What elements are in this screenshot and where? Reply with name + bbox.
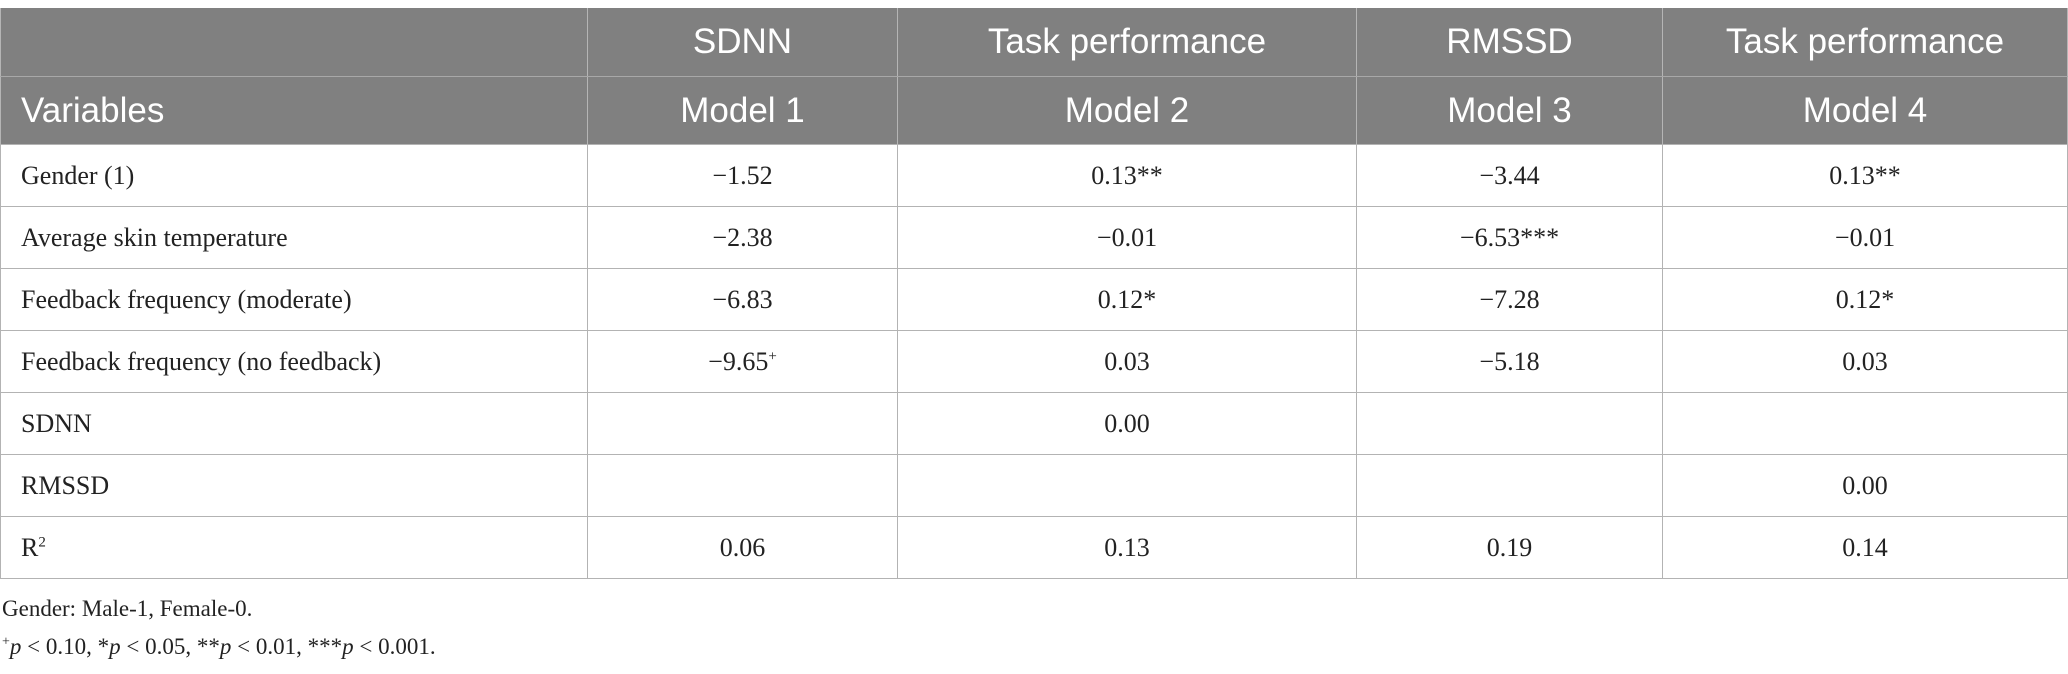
- cell-model-3: [1356, 454, 1663, 517]
- footnote-p: p: [342, 634, 354, 659]
- footnote-text: < 0.01, ***: [231, 634, 343, 659]
- cell-model-2: 0.13**: [897, 144, 1357, 207]
- header-cell-model-3: Model 3: [1356, 76, 1663, 145]
- footnote-gender: Gender: Male-1, Female-0.: [2, 596, 253, 621]
- cell-model-1: −9.65+: [587, 330, 898, 393]
- footnote-p: p: [219, 634, 232, 659]
- row-label-superscript: 2: [38, 533, 46, 550]
- table-row: Feedback frequency (no feedback) −9.65+ …: [0, 330, 2068, 393]
- table-body: Gender (1) −1.52 0.13** −3.44 0.13** Ave…: [0, 144, 2068, 579]
- footnote-plus-mark: +: [2, 634, 10, 650]
- header-cell-task-performance-2: Task performance: [1662, 8, 2068, 77]
- row-label: Average skin temperature: [0, 206, 588, 269]
- header-cell-model-4: Model 4: [1662, 76, 2068, 145]
- table-row: SDNN 0.00: [0, 392, 2068, 455]
- cell-superscript: +: [768, 347, 777, 364]
- cell-model-2: −0.01: [897, 206, 1357, 269]
- table-row: R2 0.06 0.13 0.19 0.14: [0, 516, 2068, 579]
- footnote-text: < 0.10, *: [21, 634, 110, 659]
- regression-table-container: SDNN Task performance RMSSD Task perform…: [0, 8, 2068, 579]
- cell-model-1: [587, 392, 898, 455]
- table-footnotes: Gender: Male-1, Female-0. +p < 0.10, *p …: [2, 590, 436, 666]
- cell-model-2: 0.00: [897, 392, 1357, 455]
- cell-model-1: 0.06: [587, 516, 898, 579]
- row-label: Feedback frequency (no feedback): [0, 330, 588, 393]
- regression-table: SDNN Task performance RMSSD Task perform…: [0, 8, 2068, 579]
- cell-model-4: 0.13**: [1662, 144, 2068, 207]
- cell-model-2: [897, 454, 1357, 517]
- cell-value: 0.06: [719, 532, 766, 562]
- cell-model-1: [587, 454, 898, 517]
- cell-model-4: 0.14: [1662, 516, 2068, 579]
- cell-model-4: 0.03: [1662, 330, 2068, 393]
- footnote-p: p: [109, 634, 121, 659]
- header-cell-model-2: Model 2: [897, 76, 1357, 145]
- cell-model-1: −2.38: [587, 206, 898, 269]
- header-cell-model-1: Model 1: [587, 76, 898, 145]
- cell-model-3: −6.53***: [1356, 206, 1663, 269]
- cell-model-3: −7.28: [1356, 268, 1663, 331]
- table-row: Feedback frequency (moderate) −6.83 0.12…: [0, 268, 2068, 331]
- footnote-p: p: [9, 634, 22, 659]
- footnote-text: < 0.001.: [353, 634, 436, 659]
- cell-value: −6.83: [712, 284, 773, 314]
- table-row: Gender (1) −1.52 0.13** −3.44 0.13**: [0, 144, 2068, 207]
- row-label: R: [21, 532, 39, 562]
- table-header: SDNN Task performance RMSSD Task perform…: [0, 8, 2068, 145]
- row-label: SDNN: [0, 392, 588, 455]
- cell-model-2: 0.13: [897, 516, 1357, 579]
- row-label-r-squared: R2: [0, 516, 588, 579]
- table-row: Average skin temperature −2.38 −0.01 −6.…: [0, 206, 2068, 269]
- row-label: Feedback frequency (moderate): [0, 268, 588, 331]
- cell-value: −9.65: [708, 346, 769, 376]
- header-cell-variables: Variables: [0, 76, 588, 145]
- cell-value: −2.38: [712, 222, 773, 252]
- header-cell-blank: [0, 8, 588, 77]
- cell-model-1: −6.83: [587, 268, 898, 331]
- header-cell-task-performance-1: Task performance: [897, 8, 1357, 77]
- cell-model-3: −3.44: [1356, 144, 1663, 207]
- cell-model-4: 0.00: [1662, 454, 2068, 517]
- cell-model-2: 0.03: [897, 330, 1357, 393]
- cell-model-4: −0.01: [1662, 206, 2068, 269]
- row-label: Gender (1): [0, 144, 588, 207]
- footnote-text: < 0.05, **: [120, 634, 220, 659]
- cell-model-3: [1356, 392, 1663, 455]
- cell-model-1: −1.52: [587, 144, 898, 207]
- cell-model-2: 0.12*: [897, 268, 1357, 331]
- cell-model-3: 0.19: [1356, 516, 1663, 579]
- header-cell-rmssd: RMSSD: [1356, 8, 1663, 77]
- cell-model-3: −5.18: [1356, 330, 1663, 393]
- footnote-significance: +p < 0.10, *p < 0.05, **p < 0.01, ***p <…: [2, 628, 436, 666]
- header-row-outcomes: SDNN Task performance RMSSD Task perform…: [0, 8, 2068, 77]
- header-row-models: Variables Model 1 Model 2 Model 3 Model …: [0, 76, 2068, 145]
- table-row: RMSSD 0.00: [0, 454, 2068, 517]
- header-cell-sdnn: SDNN: [587, 8, 898, 77]
- cell-model-4: [1662, 392, 2068, 455]
- cell-value: −1.52: [712, 160, 773, 190]
- cell-model-4: 0.12*: [1662, 268, 2068, 331]
- row-label: RMSSD: [0, 454, 588, 517]
